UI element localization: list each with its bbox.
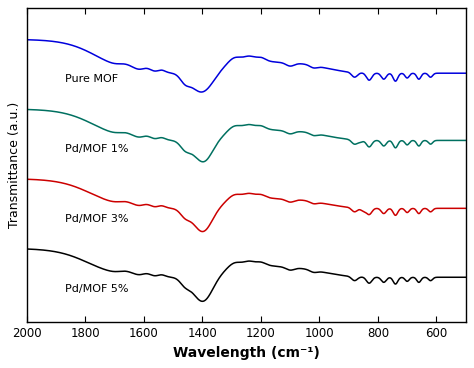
Text: Pd/MOF 5%: Pd/MOF 5% — [65, 284, 128, 294]
X-axis label: Wavelength (cm⁻¹): Wavelength (cm⁻¹) — [173, 346, 320, 360]
Text: Pd/MOF 1%: Pd/MOF 1% — [65, 144, 128, 154]
Text: Pure MOF: Pure MOF — [65, 74, 118, 85]
Y-axis label: Transmittance (a.u.): Transmittance (a.u.) — [9, 102, 21, 229]
Text: Pd/MOF 3%: Pd/MOF 3% — [65, 214, 128, 224]
